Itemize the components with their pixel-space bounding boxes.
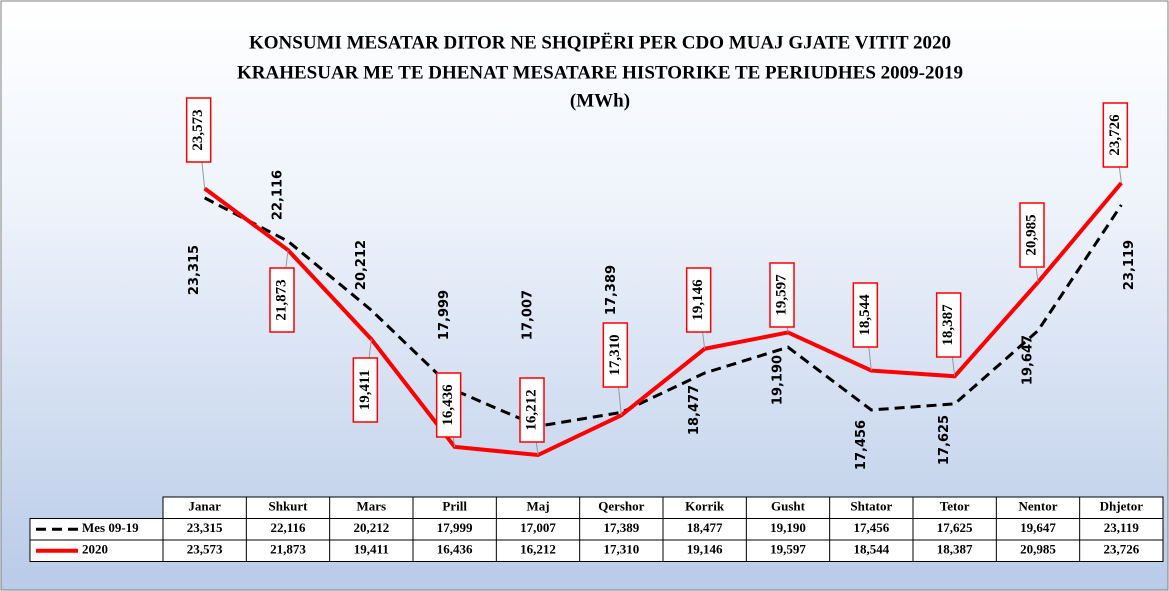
table-cell: 19,411 [354,542,389,557]
table-cell: 18,387 [937,542,973,557]
data-label: 19,597 [773,274,789,316]
table-cell: 18,544 [853,542,889,557]
data-label: 16,212 [523,389,539,430]
table-cell: 23,726 [1103,542,1139,557]
data-label: 19,647 [1021,335,1036,385]
x-tick-label: Korrik [685,499,725,514]
x-tick-label: Dhjetor [1100,499,1144,514]
data-label-box [685,267,712,333]
data-label-box [1102,102,1129,168]
data-label: 17,007 [521,290,536,340]
chart-subtitle: KRAHESUAR ME TE DHENAT MESATARE HISTORIK… [237,62,963,83]
data-label: 20,212 [354,240,369,290]
x-tick-label: Qershor [598,499,644,514]
data-label-box [519,377,545,443]
table-cell: 19,647 [1020,520,1056,535]
data-label: 23,573 [190,109,206,150]
table-cell: 23,119 [1104,520,1140,535]
data-label: 19,146 [690,279,706,321]
data-label-box [269,267,295,333]
series-line [203,181,1123,458]
table-cell: 17,625 [937,520,973,535]
data-label: 16,436 [440,384,456,426]
data-label-box [1019,202,1045,268]
data-label: 19,411 [357,370,373,410]
data-label: 17,999 [437,290,452,340]
data-label-box [769,262,795,328]
x-tick-label: Maj [526,499,549,514]
table-cell: 17,999 [437,520,473,535]
x-tick-label: Mars [357,499,387,514]
data-label-box [352,357,379,423]
data-label-box [602,322,629,388]
data-label: 19,190 [771,355,786,405]
data-label: 18,477 [687,385,702,435]
table-cell: 16,212 [520,542,556,557]
legend-label: Mes 09-19 [82,520,139,535]
data-label-box [852,282,879,348]
data-label-box [435,372,462,438]
x-tick-label: Tetor [940,499,970,514]
table-cell: 23,573 [187,542,223,557]
data-label: 17,456 [854,420,869,470]
data-label: 17,625 [937,415,952,465]
data-label: 22,116 [271,170,286,220]
x-tick-label: Shkurt [268,499,308,514]
table-cell: 16,436 [437,542,473,557]
x-tick-label: Nentor [1019,499,1058,514]
table-cell: 18,477 [687,520,723,535]
table-cell: 17,389 [603,520,639,535]
data-label: 23,315 [187,245,202,295]
x-tick-label: Prill [442,499,467,514]
table-cell: 22,116 [270,520,306,535]
table-cell: 23,315 [187,520,223,535]
data-label: 17,389 [604,265,619,315]
chart-title: KONSUMI MESATAR DITOR NE SHQIPËRI PER CD… [249,32,951,53]
table-cell: 20,985 [1020,542,1056,557]
table-cell: 17,007 [520,520,556,535]
table-cell: 19,190 [770,520,806,535]
series-line [203,196,1123,428]
x-tick-label: Shtator [850,499,892,514]
data-label: 17,310 [607,334,623,375]
table-cell: 19,146 [687,542,723,557]
data-label: 23,119 [1122,240,1137,290]
x-tick-label: Janar [188,499,221,514]
table-cell: 17,310 [603,542,639,557]
table-cell: 21,873 [270,542,306,557]
data-label: 20,985 [1023,214,1039,255]
data-label: 18,387 [940,304,956,346]
data-label: 18,544 [857,294,873,336]
chart-unit: (MWh) [570,90,630,111]
table-cell: 20,212 [353,520,389,535]
data-label-box [935,292,962,358]
data-label-box [185,97,212,163]
x-tick-label: Gusht [771,499,806,514]
table-cell: 17,456 [853,520,889,535]
table-cell: 19,597 [770,542,806,557]
legend-label: 2020 [82,542,108,557]
data-label: 23,726 [1107,114,1123,156]
data-label: 21,873 [273,279,289,320]
